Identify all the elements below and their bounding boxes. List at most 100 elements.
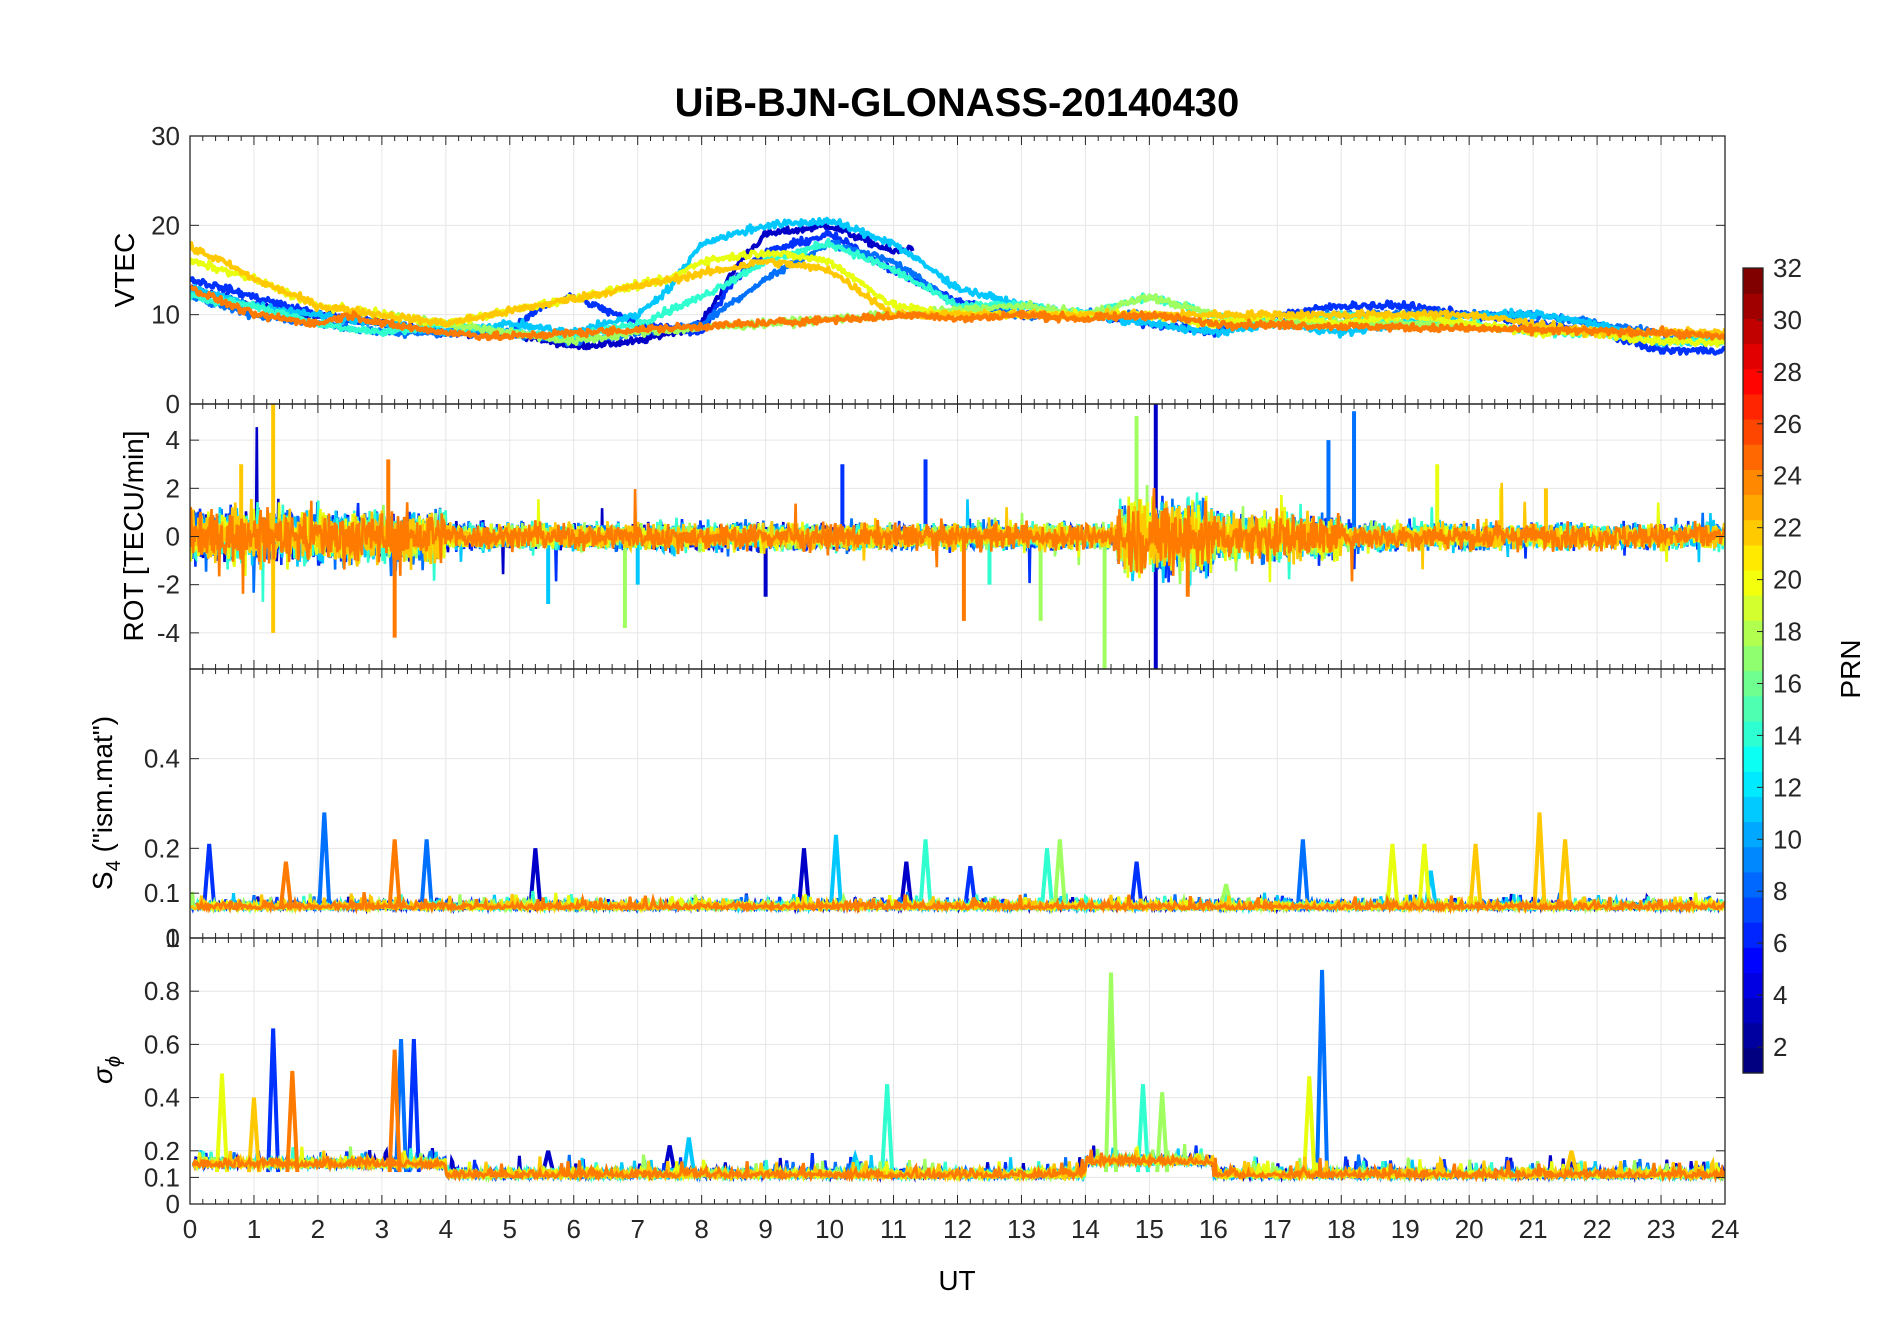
- sigma-ylabel: σϕ: [87, 1056, 125, 1084]
- sigma-spike: [246, 1097, 261, 1173]
- y-tick-label-rot: 0: [166, 522, 180, 552]
- colorbar-tick-label: 28: [1773, 357, 1802, 387]
- colorbar-tick-label: 20: [1773, 565, 1802, 595]
- s4-spike: [1468, 843, 1483, 907]
- colorbar-cell: [1743, 418, 1763, 445]
- colorbar-tick-label: 4: [1773, 980, 1787, 1010]
- colorbar-cell: [1743, 796, 1763, 823]
- s4-spike: [1558, 839, 1573, 907]
- x-tick-label: 9: [758, 1214, 772, 1244]
- x-tick-label: 10: [815, 1214, 844, 1244]
- x-tick-label: 4: [439, 1214, 453, 1244]
- s4-spike: [1052, 839, 1067, 907]
- colorbar-cell: [1743, 896, 1763, 923]
- colorbar-tick-label: 14: [1773, 720, 1802, 750]
- y-tick-label-rot: 2: [166, 473, 180, 503]
- s4-spike: [918, 839, 933, 907]
- y-tick-label-vtec: 10: [151, 300, 180, 330]
- colorbar-cell: [1743, 972, 1763, 999]
- colorbar-cell: [1743, 670, 1763, 697]
- y-tick-label-sig: 1: [166, 923, 180, 953]
- y-tick-label-vtec: 20: [151, 210, 180, 240]
- colorbar-tick-label: 24: [1773, 461, 1802, 491]
- s4-spike: [797, 848, 811, 907]
- x-tick-label: 14: [1071, 1214, 1100, 1244]
- y-tick-label-s4: 0: [166, 923, 180, 953]
- colorbar-tick-label: 2: [1773, 1032, 1787, 1062]
- s4-line: [195, 891, 1725, 915]
- colorbar-frame: [1742, 267, 1764, 1074]
- sigma-spike: [1155, 1092, 1170, 1173]
- colorbar-tick-label: 10: [1773, 824, 1802, 854]
- x-tick-label: 5: [503, 1214, 517, 1244]
- x-tick-label: 0: [183, 1214, 197, 1244]
- y-tick-label-sig: 0: [166, 1189, 180, 1219]
- colorbar-cell: [1743, 771, 1763, 797]
- sigma-spike: [1564, 1150, 1579, 1173]
- s4-ylabel-main: S: [87, 871, 118, 890]
- y-tick-label-sig: 0.4: [144, 1083, 180, 1113]
- y-tick-label-sig: 0.1: [144, 1162, 180, 1192]
- s4-spike: [899, 861, 914, 907]
- vtec-line: [190, 285, 1725, 342]
- colorbar-cell: [1743, 368, 1763, 395]
- s4-spike: [202, 843, 217, 907]
- colorbar-cell: [1743, 746, 1763, 772]
- colorbar-cell: [1743, 821, 1763, 848]
- sigma-spike: [1135, 1084, 1150, 1173]
- colorbar-tick-label: 18: [1773, 617, 1802, 647]
- x-tick-label: 18: [1327, 1214, 1356, 1244]
- x-tick-label: 8: [694, 1214, 708, 1244]
- colorbar-cell: [1743, 620, 1763, 646]
- s4-ylabel-sub: 4: [103, 860, 125, 871]
- x-tick-label: 17: [1263, 1214, 1292, 1244]
- sigma-spike: [214, 1073, 229, 1173]
- colorbar-cell: [1743, 569, 1763, 596]
- colorbar-tick-label: 32: [1773, 253, 1802, 283]
- colorbar-tick-label: 26: [1773, 409, 1802, 439]
- sigma-spike: [1315, 969, 1330, 1173]
- colorbar-cell: [1743, 922, 1763, 948]
- sigma-spike: [387, 1049, 402, 1173]
- y-tick-label-sig: 0.2: [144, 1136, 180, 1166]
- x-tick-label: 6: [567, 1214, 581, 1244]
- sigma-spike: [285, 1070, 300, 1173]
- sigma-ylabel-main: σ: [87, 1066, 118, 1084]
- x-tick-label: 15: [1135, 1214, 1164, 1244]
- colorbar-cell: [1743, 318, 1763, 345]
- y-tick-label-vtec: 30: [151, 121, 180, 151]
- colorbar-tick-label: 8: [1773, 876, 1787, 906]
- y-tick-label-sig: 0.8: [144, 976, 180, 1006]
- sigma-spike: [681, 1137, 696, 1173]
- rot-ylabel: ROT [TECU/min]: [118, 430, 149, 641]
- colorbar-cell: [1743, 997, 1763, 1024]
- x-tick-label: 16: [1199, 1214, 1228, 1244]
- s4-ylabel-rest: ("ism.mat"): [87, 716, 118, 860]
- x-tick-label: 24: [1711, 1214, 1740, 1244]
- s4-spike: [963, 866, 978, 907]
- sigma-spike: [1302, 1076, 1317, 1173]
- sigma-spike: [406, 1039, 421, 1173]
- y-tick-label-s4: 0.4: [144, 744, 180, 774]
- colorbar-cell: [1743, 343, 1763, 370]
- y-tick-label-s4: 0.1: [144, 878, 180, 908]
- x-tick-label: 12: [943, 1214, 972, 1244]
- sigma-spike: [541, 1150, 556, 1173]
- colorbar-cell: [1743, 645, 1763, 672]
- x-tick-label: 19: [1391, 1214, 1420, 1244]
- y-tick-label-rot: -4: [157, 618, 180, 648]
- colorbar-cell: [1743, 268, 1763, 294]
- colorbar-cell: [1743, 444, 1763, 470]
- x-axis-label: UT: [938, 1265, 975, 1296]
- colorbar-cell: [1743, 846, 1763, 873]
- colorbar-cell: [1743, 871, 1763, 898]
- colorbar-label: PRN: [1835, 639, 1866, 698]
- sigma-line: [191, 1149, 1725, 1184]
- sigma-ylabel-sub: ϕ: [103, 1056, 125, 1067]
- x-tick-label: 2: [311, 1214, 325, 1244]
- s4-spike: [1129, 861, 1144, 907]
- x-tick-label: 23: [1647, 1214, 1676, 1244]
- colorbar-cell: [1743, 544, 1763, 571]
